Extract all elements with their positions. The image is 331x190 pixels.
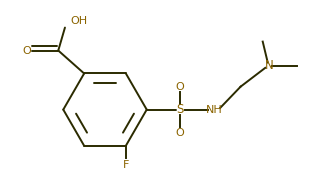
Text: O: O — [176, 82, 184, 92]
Text: S: S — [176, 103, 184, 116]
Text: O: O — [176, 127, 184, 138]
Text: NH: NH — [206, 105, 223, 115]
Text: O: O — [22, 46, 31, 55]
Text: N: N — [265, 59, 274, 72]
Text: OH: OH — [70, 16, 87, 26]
Text: F: F — [123, 160, 129, 169]
